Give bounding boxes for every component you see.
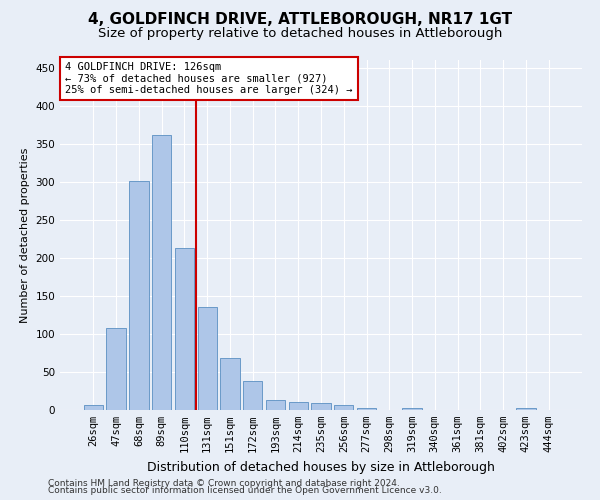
Bar bbox=[243, 381, 262, 410]
Text: Size of property relative to detached houses in Attleborough: Size of property relative to detached ho… bbox=[98, 28, 502, 40]
Bar bbox=[334, 406, 353, 410]
Text: 4 GOLDFINCH DRIVE: 126sqm
← 73% of detached houses are smaller (927)
25% of semi: 4 GOLDFINCH DRIVE: 126sqm ← 73% of detac… bbox=[65, 62, 353, 95]
Bar bbox=[266, 400, 285, 410]
Bar bbox=[357, 408, 376, 410]
Bar bbox=[311, 403, 331, 410]
Bar bbox=[106, 328, 126, 410]
Text: Contains public sector information licensed under the Open Government Licence v3: Contains public sector information licen… bbox=[48, 486, 442, 495]
X-axis label: Distribution of detached houses by size in Attleborough: Distribution of detached houses by size … bbox=[147, 460, 495, 473]
Bar bbox=[516, 408, 536, 410]
Bar bbox=[289, 402, 308, 410]
Text: Contains HM Land Registry data © Crown copyright and database right 2024.: Contains HM Land Registry data © Crown c… bbox=[48, 478, 400, 488]
Bar bbox=[129, 181, 149, 410]
Bar bbox=[84, 404, 103, 410]
Bar bbox=[197, 306, 217, 410]
Text: 4, GOLDFINCH DRIVE, ATTLEBOROUGH, NR17 1GT: 4, GOLDFINCH DRIVE, ATTLEBOROUGH, NR17 1… bbox=[88, 12, 512, 28]
Y-axis label: Number of detached properties: Number of detached properties bbox=[20, 148, 30, 322]
Bar bbox=[175, 248, 194, 410]
Bar bbox=[403, 408, 422, 410]
Bar bbox=[152, 134, 172, 410]
Bar bbox=[220, 358, 239, 410]
